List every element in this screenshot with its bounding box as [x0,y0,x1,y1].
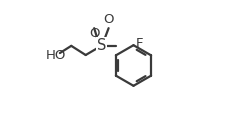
Text: O: O [103,13,114,26]
Text: S: S [97,38,106,53]
Text: HO: HO [46,48,66,62]
Text: O: O [89,27,99,40]
Text: F: F [136,37,144,50]
